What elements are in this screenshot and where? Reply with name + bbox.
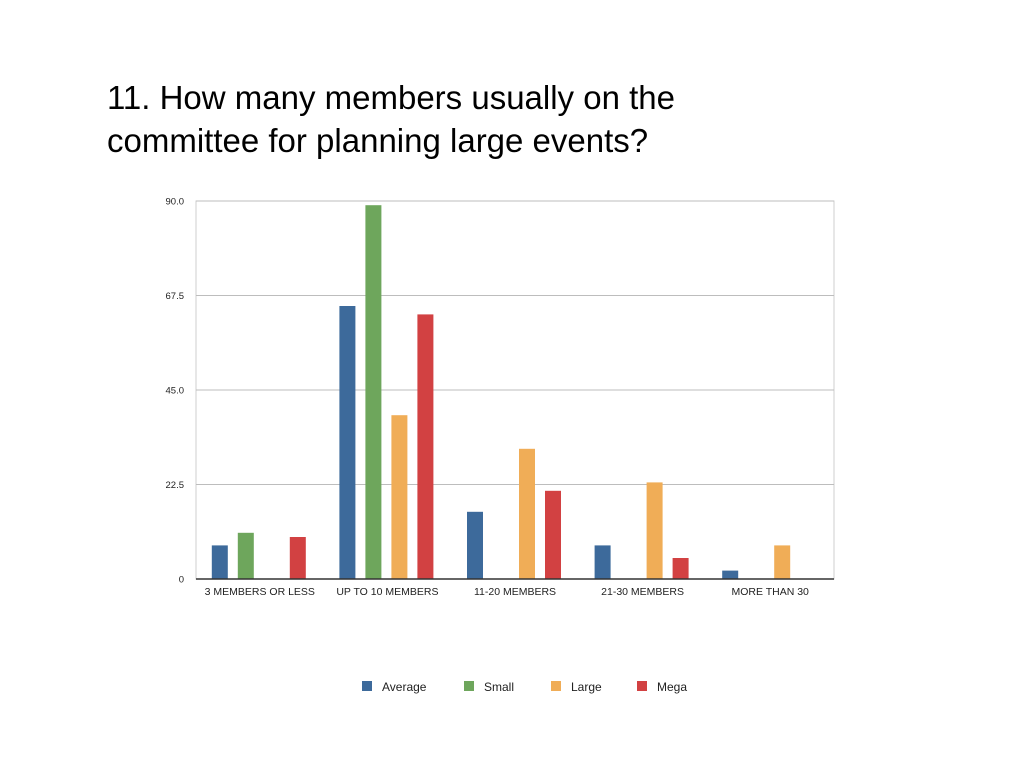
page-title: 11. How many members usually on the comm… — [107, 76, 827, 162]
legend-swatch-large — [551, 681, 561, 691]
bar-mega — [545, 490, 561, 579]
x-category-label: MORE THAN 30 — [731, 586, 809, 598]
x-category-label: 21-30 MEMBERS — [601, 586, 684, 598]
legend-label-large: Large — [571, 680, 602, 694]
title-line-1: 11. How many members usually on the — [107, 79, 675, 116]
bar-average — [467, 511, 483, 579]
legend-label-small: Small — [484, 680, 514, 694]
bar-average — [339, 306, 356, 579]
legend-swatch-mega — [637, 681, 647, 691]
y-tick-label: 22.5 — [166, 480, 185, 491]
title-line-2: committee for planning large events? — [107, 122, 649, 159]
bar-small — [237, 532, 254, 579]
legend-swatch-small — [464, 681, 474, 691]
legend-label-mega: Mega — [657, 680, 687, 694]
bar-mega — [417, 314, 434, 579]
bar-large — [391, 415, 408, 579]
bar-average — [211, 545, 228, 579]
x-category-label: UP TO 10 MEMBERS — [336, 586, 438, 598]
y-tick-label: 90.0 — [166, 197, 185, 208]
x-category-label: 3 MEMBERS OR LESS — [205, 586, 315, 598]
y-tick-label: 45.0 — [166, 386, 185, 397]
x-category-label: 11-20 MEMBERS — [474, 586, 556, 598]
legend-swatch-average — [362, 681, 372, 691]
y-tick-label: 67.5 — [166, 291, 185, 302]
bar-large — [774, 545, 791, 579]
legend-label-average: Average — [382, 680, 427, 694]
bar-average — [594, 545, 611, 579]
y-tick-label: 0 — [179, 575, 184, 586]
bar-average — [722, 570, 739, 579]
bar-mega — [672, 558, 689, 579]
bar-large — [519, 448, 535, 579]
bar-large — [646, 482, 663, 579]
bar-mega — [289, 537, 306, 579]
bar-small — [365, 205, 382, 579]
